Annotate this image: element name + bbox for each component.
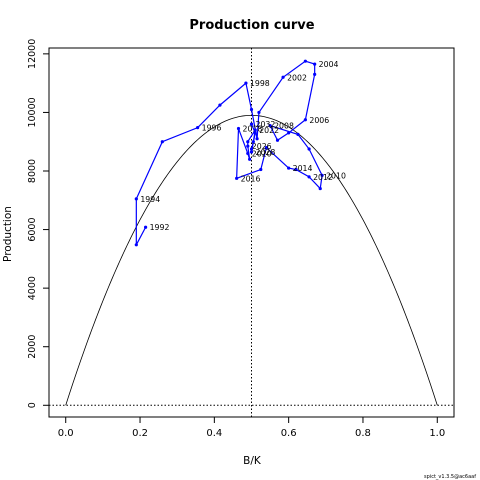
x-axis-label: B/K — [243, 455, 262, 467]
trajectory-point — [257, 110, 261, 115]
trajectory-point — [268, 124, 272, 128]
x-tick-label: 0.0 — [58, 428, 74, 439]
trajectory-point — [134, 197, 138, 201]
y-tick-label: 4000 — [27, 276, 38, 300]
trajectory-point — [134, 243, 138, 247]
y-tick-label: 8000 — [27, 159, 38, 183]
year-label: 1998 — [250, 79, 270, 88]
trajectory-point — [264, 145, 268, 150]
trajectory-point — [248, 157, 252, 161]
trajectory-point — [259, 167, 263, 172]
trajectory-point — [287, 166, 291, 170]
year-label: 2028 — [256, 148, 276, 157]
trajectory-point — [275, 138, 280, 142]
trajectory-point — [246, 140, 250, 144]
trajectory-point — [313, 62, 317, 66]
year-label: 2004 — [319, 60, 339, 69]
year-label: 1992 — [150, 223, 170, 232]
y-tick-label: 0 — [27, 402, 38, 408]
trajectory-point — [144, 225, 148, 229]
trajectory-point — [303, 59, 307, 63]
trajectory-point — [255, 137, 259, 141]
year-label: 2032 — [256, 120, 276, 129]
plot-frame — [48, 47, 455, 418]
trajectory-point — [313, 72, 317, 76]
trajectory-point — [318, 186, 322, 191]
year-label: 2012 — [313, 173, 333, 182]
year-label: 2014 — [293, 164, 313, 173]
trajectory-point — [249, 107, 254, 112]
version-footer: spict_v1.3.5@ac6aaf — [424, 474, 476, 480]
x-tick-label: 0.4 — [206, 428, 222, 439]
year-label: 2002 — [287, 73, 307, 82]
production-curve-line — [65, 114, 438, 406]
chart-title: Production curve — [189, 18, 314, 33]
year-label: 2020 — [252, 149, 272, 158]
year-label: 1996 — [202, 124, 222, 133]
trajectory-point — [244, 81, 248, 85]
trajectory-point — [249, 122, 254, 126]
trajectory-point — [287, 131, 291, 135]
year-label: 2022 — [259, 126, 279, 135]
x-tick-label: 0.8 — [355, 428, 371, 439]
trajectory-point — [294, 167, 298, 172]
year-label: 2016 — [241, 174, 261, 183]
year-label: 1994 — [140, 195, 160, 204]
trajectory-point — [246, 151, 250, 156]
year-label: 2006 — [309, 116, 329, 125]
trajectory-point — [307, 175, 311, 179]
x-axis: 0.0 0.2 0.4 0.6 0.8 1.0 — [58, 417, 445, 439]
year-label: 2018 — [242, 125, 262, 134]
trajectory-point — [246, 144, 250, 148]
y-tick-label: 10000 — [27, 97, 38, 127]
trajectory-point — [281, 75, 285, 79]
trajectory-point — [218, 103, 222, 107]
plot-area: 1992 1994 1996 1998 2002 2004 2006 2008 20102012… — [49, 48, 454, 417]
year-label: 2010 — [326, 171, 346, 180]
y-tick-label: 12000 — [27, 39, 38, 69]
y-tick-label: 6000 — [27, 217, 38, 241]
x-tick-label: 0.6 — [281, 428, 297, 439]
y-axis-label: Production — [2, 206, 14, 262]
trajectory-point — [236, 126, 241, 131]
trajectory-point — [253, 131, 257, 135]
x-tick-label: 1.0 — [429, 428, 445, 439]
y-axis: 0 2000 4000 6000 8000 10000 12000 — [27, 39, 49, 408]
trajectory-point — [235, 176, 239, 180]
trajectory-point — [307, 147, 311, 151]
y-tick-label: 2000 — [27, 335, 38, 359]
trajectory-point — [249, 150, 254, 154]
year-label: 2008 — [274, 122, 294, 131]
trajectory-point — [253, 128, 257, 132]
trajectory-point — [196, 126, 200, 130]
trajectory-point — [296, 132, 300, 136]
trajectory-point — [303, 118, 307, 122]
trajectory-point — [160, 140, 164, 144]
year-label: 2026 — [252, 142, 272, 151]
trajectory-point — [249, 147, 254, 151]
x-tick-label: 0.2 — [132, 428, 148, 439]
trajectory-point — [251, 140, 255, 144]
trajectory-point — [320, 173, 324, 177]
